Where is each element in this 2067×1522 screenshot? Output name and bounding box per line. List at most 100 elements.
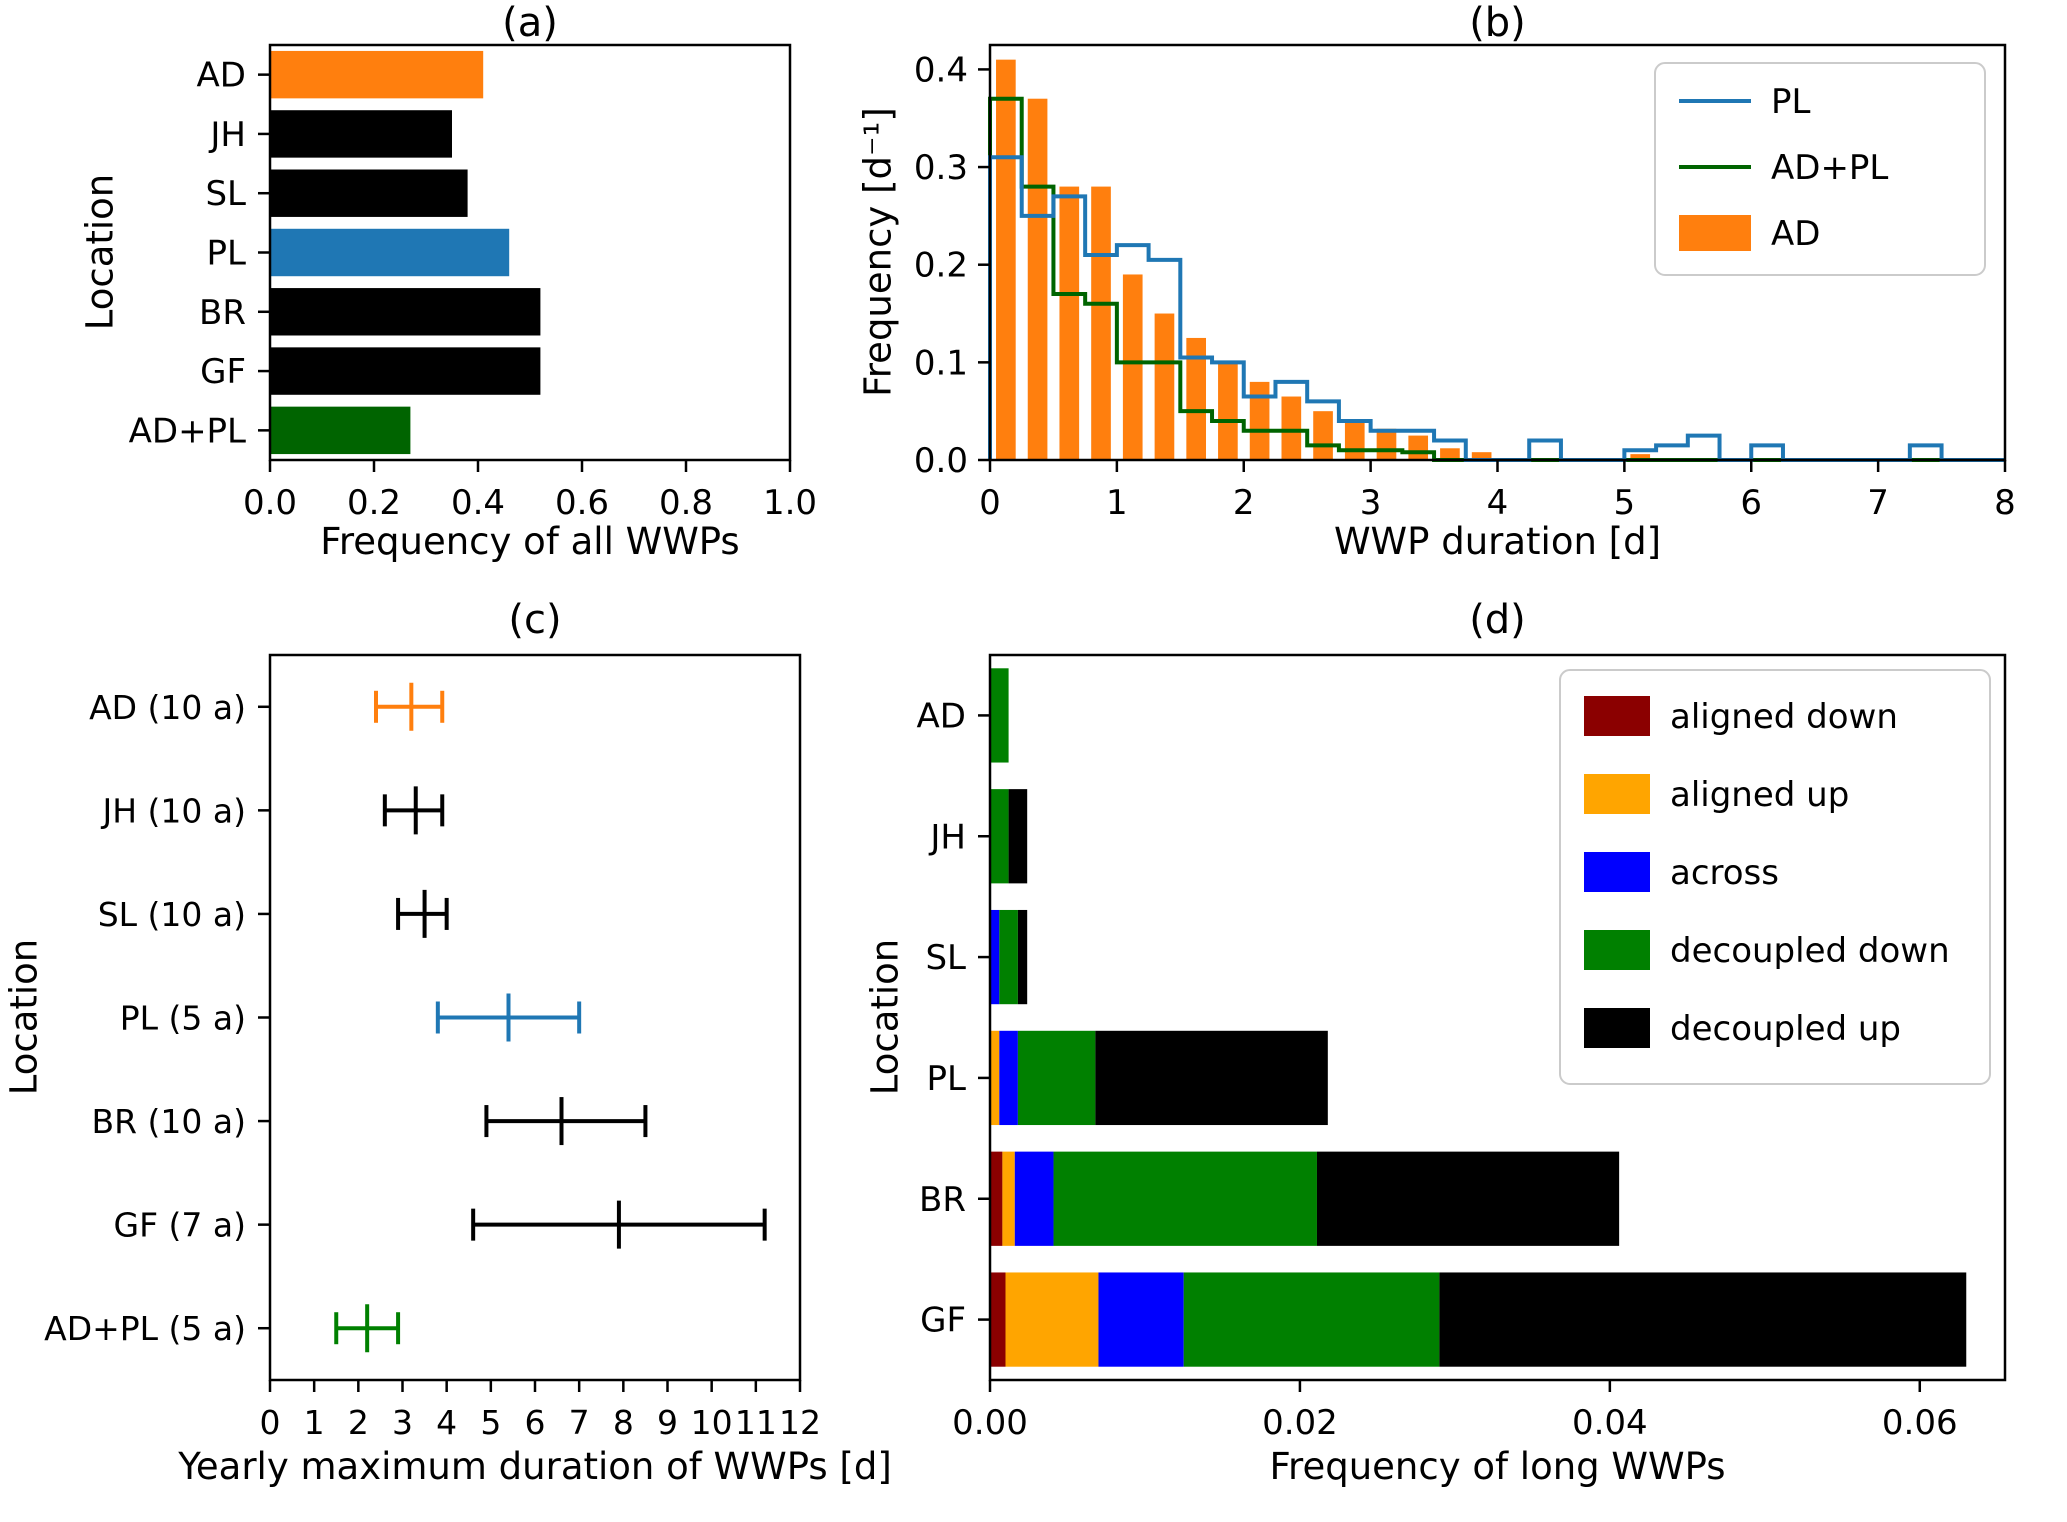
panel-d-legend: aligned down aligned up across decoupled do… [1559, 669, 1991, 1085]
svg-text:SL: SL [205, 174, 246, 214]
svg-text:0.00: 0.00 [952, 1403, 1028, 1443]
svg-text:0.3: 0.3 [914, 148, 968, 188]
svg-text:0: 0 [979, 483, 1001, 523]
svg-text:0.04: 0.04 [1572, 1403, 1648, 1443]
svg-text:5: 5 [480, 1403, 501, 1442]
svg-text:3: 3 [1360, 483, 1382, 523]
panel-c-errorbar-AD+PL (5 a) [334, 1304, 401, 1353]
svg-text:PL (5 a): PL (5 a) [120, 999, 246, 1038]
panel-d-bar-JH [990, 789, 1028, 884]
panel-a-title: (a) [502, 0, 558, 46]
svg-text:aligned down: aligned down [1670, 697, 1898, 737]
svg-text:decoupled down: decoupled down [1670, 931, 1950, 971]
svg-text:PL: PL [1771, 82, 1811, 122]
svg-text:0.2: 0.2 [914, 246, 968, 286]
svg-text:JH: JH [208, 115, 246, 155]
svg-text:0: 0 [260, 1403, 281, 1442]
panel-c-title: (c) [508, 597, 562, 643]
panel-a-xlabel: Frequency of all WWPs [320, 520, 740, 563]
svg-text:3: 3 [392, 1403, 413, 1442]
svg-text:2: 2 [348, 1403, 369, 1442]
panel-d-bar-BR [990, 1151, 1620, 1246]
svg-text:AD: AD [917, 696, 966, 736]
panel-d-plot: 0.00 0.02 0.04 0.06 AD JH SL PL BR GF aligned down… [917, 653, 2007, 1443]
svg-text:AD+PL (5 a): AD+PL (5 a) [44, 1309, 246, 1348]
svg-text:6: 6 [1740, 483, 1762, 523]
panel-b-xlabel: WWP duration [d] [1333, 520, 1662, 563]
panel-b-ylabel: Frequency [d⁻¹] [856, 107, 900, 397]
svg-text:6: 6 [525, 1403, 546, 1442]
panel-d-bar-SL [990, 909, 1028, 1005]
panel-c-ylabel: Location [2, 938, 46, 1096]
svg-text:0.8: 0.8 [659, 483, 713, 523]
panel-a-bar-SL [270, 169, 468, 217]
svg-text:BR: BR [199, 293, 246, 333]
svg-text:GF: GF [920, 1301, 966, 1341]
svg-text:7: 7 [569, 1403, 590, 1442]
svg-text:0.4: 0.4 [914, 50, 968, 90]
svg-text:JH: JH [928, 817, 966, 857]
svg-text:0.0: 0.0 [914, 441, 968, 481]
panel-a-bar-AD+PL [270, 406, 411, 455]
svg-text:SL (10 a): SL (10 a) [98, 895, 246, 934]
svg-text:9: 9 [657, 1403, 678, 1442]
svg-text:12: 12 [779, 1403, 821, 1442]
svg-text:GF: GF [200, 352, 246, 392]
panel-d-bar-GF [990, 1272, 1967, 1367]
panel-c-errorbar-JH (10 a) [382, 786, 445, 835]
svg-text:AD+PL: AD+PL [1771, 148, 1888, 188]
panel-c-errorbar-PL (5 a) [435, 993, 582, 1042]
panel-c-errorbar-BR (10 a) [484, 1097, 648, 1146]
svg-text:BR (10 a): BR (10 a) [91, 1102, 246, 1141]
svg-text:SL: SL [925, 938, 966, 978]
svg-text:8: 8 [613, 1403, 634, 1442]
panel-b-step-PL [988, 155, 2005, 462]
panel-b-title: (b) [1469, 0, 1526, 46]
svg-text:0.0: 0.0 [243, 483, 297, 523]
svg-text:11: 11 [735, 1403, 777, 1442]
panel-a-bar-PL [270, 228, 510, 277]
svg-text:7: 7 [1867, 483, 1889, 523]
svg-text:decoupled up: decoupled up [1670, 1009, 1901, 1049]
panel-d-title: (d) [1469, 597, 1526, 643]
panel-d-bar-PL [990, 1030, 1328, 1126]
svg-text:AD: AD [197, 56, 246, 96]
panel-a-bar-AD [270, 50, 484, 99]
svg-text:10: 10 [691, 1403, 733, 1442]
svg-text:0.06: 0.06 [1882, 1403, 1958, 1443]
panel-c-errorbar-GF (7 a) [471, 1200, 767, 1249]
svg-text:1: 1 [1106, 483, 1128, 523]
svg-text:AD (10 a): AD (10 a) [89, 688, 246, 727]
svg-text:aligned up: aligned up [1670, 775, 1849, 815]
svg-text:across: across [1670, 853, 1779, 893]
svg-text:0.2: 0.2 [347, 483, 401, 523]
svg-text:JH (10 a): JH (10 a) [101, 791, 247, 830]
panel-c-errorbar-SL (10 a) [396, 889, 449, 938]
svg-text:4: 4 [436, 1403, 457, 1442]
panel-a-bar-BR [270, 288, 541, 336]
panel-a-plot: 0.0 0.2 0.4 0.6 0.8 1.0 AD JH SL PL BR GF AD+PL [129, 43, 817, 523]
svg-text:8: 8 [1994, 483, 2016, 523]
panel-a-ylabel: Location [78, 173, 122, 331]
panel-d-xlabel: Frequency of long WWPs [1269, 1445, 1726, 1488]
panel-b-plot: 0 1 2 3 4 5 6 7 8 0.0 0.1 0.2 0.3 0.4 PL AD+PL AD [914, 43, 2016, 523]
svg-text:GF (7 a): GF (7 a) [114, 1206, 247, 1245]
panel-b-legend: PL AD+PL AD [1654, 62, 1986, 276]
svg-text:BR: BR [919, 1180, 966, 1220]
panel-a-bar-JH [270, 110, 452, 158]
svg-text:AD: AD [1771, 214, 1820, 254]
panel-d-ylabel: Location [863, 938, 907, 1096]
svg-text:2: 2 [1233, 483, 1255, 523]
svg-text:PL: PL [207, 234, 247, 274]
svg-text:PL: PL [927, 1059, 967, 1099]
svg-text:AD+PL: AD+PL [129, 411, 246, 451]
svg-text:4: 4 [1487, 483, 1509, 523]
svg-text:5: 5 [1614, 483, 1636, 523]
svg-text:0.1: 0.1 [914, 343, 968, 383]
panel-c-errorbar-AD (10 a) [374, 682, 445, 731]
svg-text:0.4: 0.4 [451, 483, 505, 523]
svg-text:0.6: 0.6 [555, 483, 609, 523]
